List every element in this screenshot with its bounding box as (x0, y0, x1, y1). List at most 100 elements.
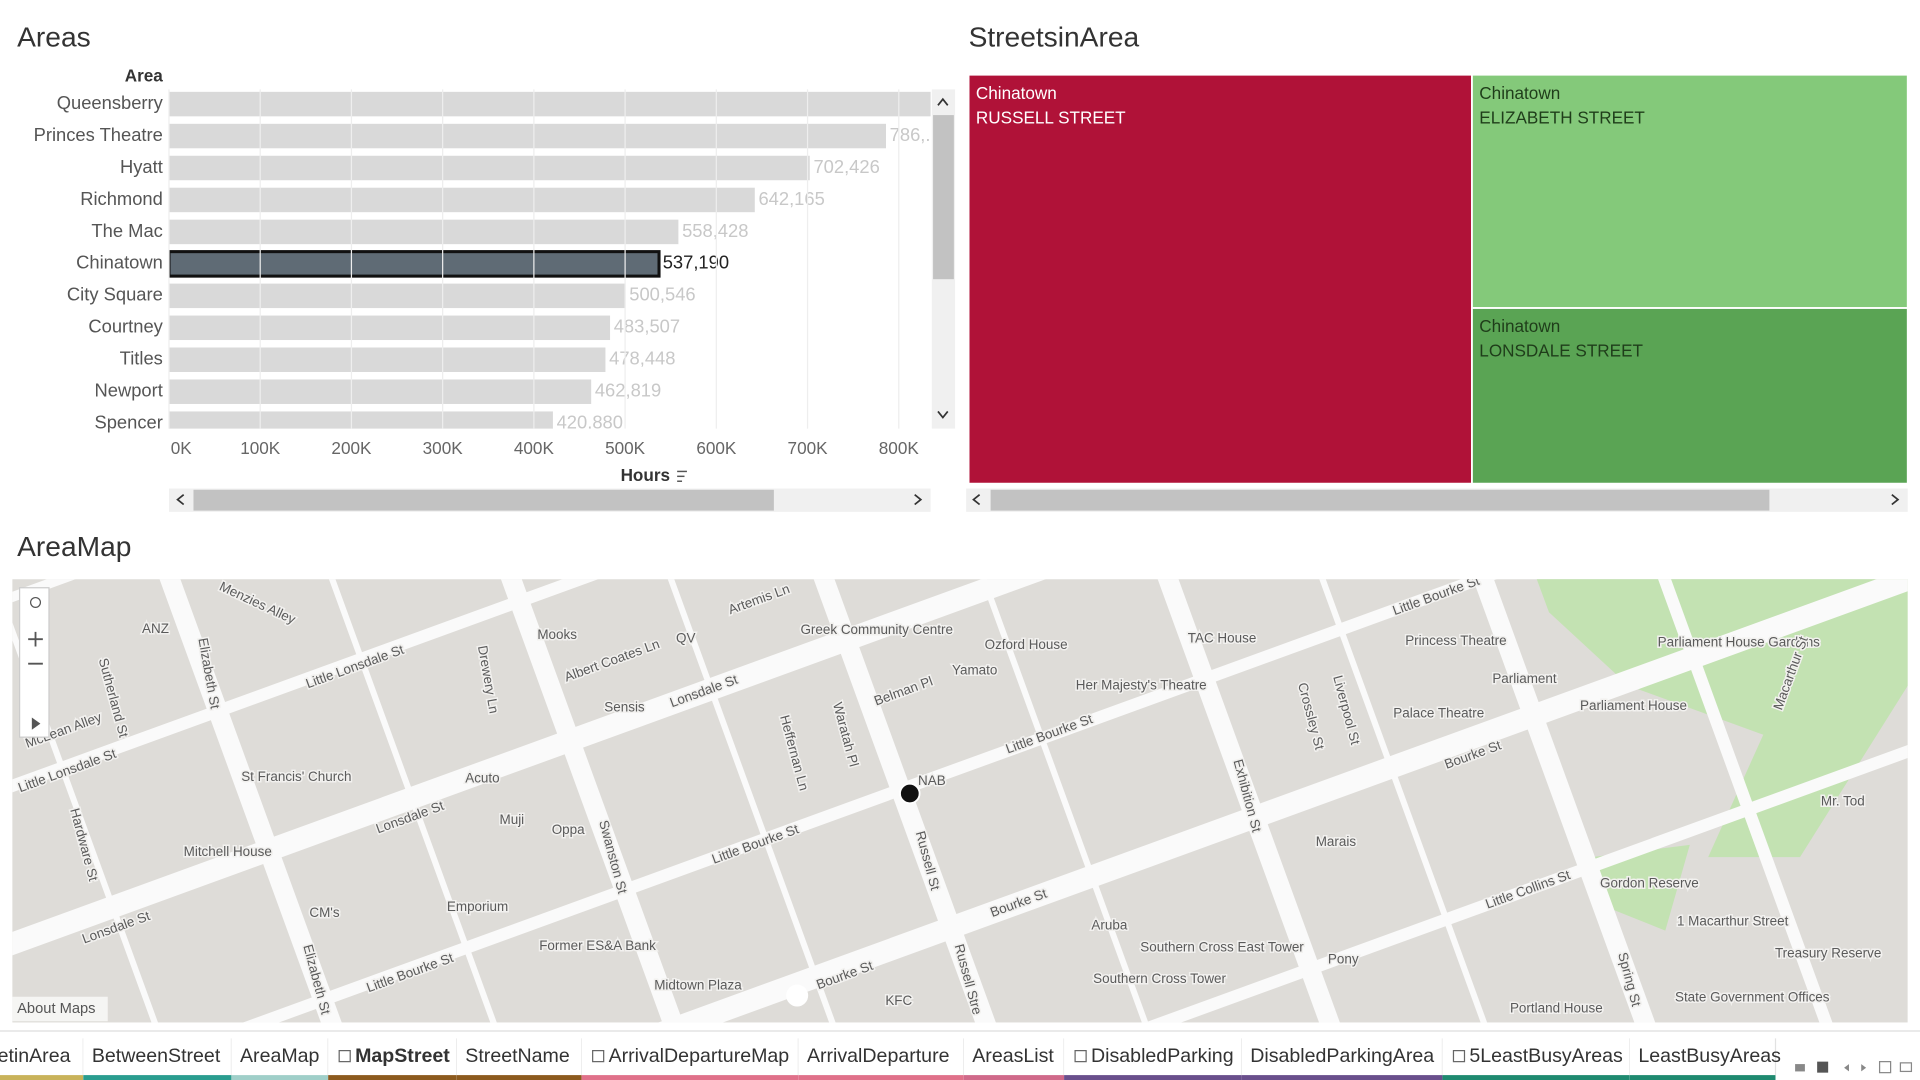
map-title: AreaMap (17, 531, 131, 562)
value-label: 537,190 (663, 252, 729, 273)
value-label: 462,819 (595, 380, 661, 401)
y-tick-label: Spencer (94, 412, 162, 433)
x-tick-label: 500K (605, 438, 646, 458)
place-label: Greek Community Centre (800, 622, 953, 637)
place-label: Portland House (1510, 1001, 1603, 1016)
bar[interactable] (168, 379, 592, 404)
horizontal-scrollbar[interactable] (168, 488, 931, 512)
x-tick-label: 300K (423, 438, 464, 458)
tab-label[interactable]: AreasList (972, 1045, 1054, 1067)
value-label: 478,448 (609, 348, 675, 369)
y-tick-label: The Mac (91, 220, 162, 241)
place-label: Aruba (1091, 917, 1127, 932)
tab-label[interactable]: AreaMap (240, 1045, 320, 1067)
y-tick-label: City Square (67, 284, 163, 305)
x-tick-label: 0K (171, 438, 193, 458)
place-label: St Francis' Church (241, 769, 351, 784)
bar[interactable] (168, 411, 553, 435)
treemap-title: StreetsinArea (969, 22, 1140, 53)
place-label: Sensis (604, 699, 645, 714)
place-label: Her Majesty's Theatre (1076, 677, 1207, 692)
tab-color-strip (1241, 1075, 1443, 1080)
tab[interactable] (83, 1034, 232, 1080)
map-marker[interactable] (899, 782, 921, 805)
tab[interactable] (1241, 1034, 1443, 1080)
tab[interactable] (231, 1034, 329, 1080)
treemap-cell[interactable] (1471, 307, 1909, 485)
tab[interactable] (581, 1034, 799, 1080)
category-header: Area (125, 66, 164, 86)
bar[interactable] (168, 155, 810, 181)
tab-color-strip (328, 1075, 457, 1080)
map-marker-faded (786, 984, 809, 1007)
place-label: Mooks (537, 627, 577, 642)
treemap: Chinatown RUSSELL STREET Chinatown ELIZABET… (967, 73, 1909, 485)
bar-title: Areas (17, 22, 91, 53)
tab[interactable] (1629, 1034, 1776, 1080)
tab[interactable] (1064, 1034, 1242, 1080)
x-tick-label: 800K (879, 438, 920, 458)
tab[interactable] (1442, 1034, 1630, 1080)
tab-label[interactable]: ArrivalDeparture (807, 1045, 950, 1067)
tab[interactable] (798, 1034, 964, 1080)
treemap-area-label: Chinatown (1479, 83, 1560, 103)
x-tick-label: 200K (331, 438, 372, 458)
value-label: 558,428 (682, 220, 748, 241)
tab-label[interactable]: StreetName (465, 1045, 570, 1067)
bar[interactable] (168, 91, 944, 117)
tab-label[interactable]: MapStreet (355, 1045, 450, 1067)
y-tick-label: Titles (120, 348, 163, 369)
treemap-cell[interactable] (1471, 73, 1909, 309)
place-label: KFC (885, 993, 912, 1008)
bar[interactable] (168, 187, 755, 213)
bar[interactable] (168, 283, 626, 309)
map-attribution[interactable]: About Maps (17, 1001, 95, 1017)
value-label: 483,507 (614, 316, 680, 337)
place-label: Former ES&A Bank (539, 938, 656, 953)
sort-icon[interactable] (677, 470, 687, 482)
tab-icon (1074, 1050, 1087, 1063)
map-controls[interactable] (18, 587, 50, 738)
attribution-bg (12, 996, 108, 1022)
place-label: Southern Cross East Tower (1140, 939, 1304, 954)
tab-label[interactable]: BetweenStreet (92, 1045, 221, 1067)
bar[interactable] (168, 315, 611, 341)
place-label: QV (676, 631, 695, 646)
treemap-scrollbar[interactable] (966, 488, 1908, 512)
tab-label[interactable]: DisabledParking (1091, 1045, 1234, 1067)
tab[interactable] (456, 1034, 582, 1080)
place-label: Parliament (1492, 671, 1557, 686)
y-tick-label: Hyatt (120, 156, 163, 177)
tab-color-strip (963, 1075, 1065, 1080)
vertical-scrollbar[interactable] (931, 89, 956, 429)
treemap-cell[interactable] (967, 73, 1473, 485)
tab[interactable] (0, 1034, 84, 1080)
tab-nav[interactable] (1795, 1061, 1913, 1074)
tab-color-strip (0, 1075, 84, 1080)
place-label: Ozford House (985, 637, 1068, 652)
place-label: Midtown Plaza (654, 977, 742, 992)
x-tick-label: 400K (514, 438, 555, 458)
bar[interactable] (168, 347, 606, 372)
place-label: Southern Cross Tower (1093, 971, 1226, 986)
tab-label[interactable]: DisabledParkingArea (1250, 1045, 1434, 1067)
tab-color-strip (581, 1075, 799, 1080)
value-label: 642,165 (758, 188, 824, 209)
x-axis-title: Hours (621, 465, 670, 485)
bar-area: 786,. 702,426 642,165 558,428 537,190 500,546… (168, 91, 944, 435)
tab-color-strip (83, 1075, 232, 1080)
place-label: NAB (918, 773, 946, 788)
tab-label[interactable]: LeastBusyAreas (1638, 1045, 1781, 1067)
tab-label[interactable]: etinArea (0, 1045, 71, 1067)
bar[interactable] (168, 123, 887, 149)
bar[interactable] (168, 219, 679, 245)
tab-label[interactable]: ArrivalDepartureMap (609, 1045, 790, 1067)
bar[interactable] (168, 250, 661, 278)
place-label: ANZ (142, 621, 169, 636)
treemap-area-label: Chinatown (976, 83, 1057, 103)
tab-label[interactable]: 5LeastBusyAreas (1469, 1045, 1623, 1067)
tab[interactable] (963, 1034, 1065, 1080)
value-label: 702,426 (813, 156, 879, 177)
